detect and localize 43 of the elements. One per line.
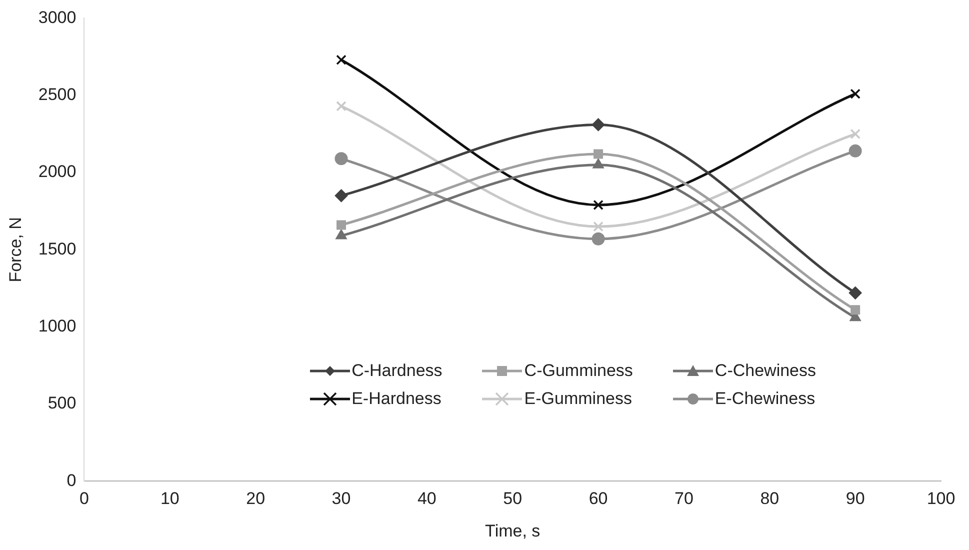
x-tick-label: 70 (674, 489, 694, 508)
y-tick-label: 2000 (38, 162, 76, 182)
x-tick-label: 10 (160, 489, 180, 508)
point (850, 88, 860, 99)
point (594, 149, 604, 159)
point (334, 189, 348, 202)
x-tick-label: 100 (926, 489, 956, 508)
point (336, 220, 346, 230)
point (848, 286, 862, 300)
point (850, 128, 860, 140)
x-tick-label: 60 (588, 489, 608, 508)
point (336, 101, 346, 112)
x-tick-label: 90 (846, 489, 865, 508)
point (593, 200, 604, 210)
legend-label: C-Gumminess (524, 360, 633, 381)
x-axis-title: Time, s (485, 521, 540, 540)
y-tick-label: 500 (48, 394, 76, 413)
y-tick-label: 3000 (38, 8, 76, 27)
legend-label: C-Chewiness (714, 360, 816, 381)
x-tick-label: 50 (503, 489, 522, 508)
point (336, 54, 346, 66)
x-tick-label: 30 (332, 489, 351, 508)
legend-label: E-Gumminess (524, 388, 632, 409)
x-tick-label: 0 (79, 489, 89, 508)
point (592, 158, 604, 168)
y-tick-label: 0 (66, 470, 76, 490)
y-tick-label: 2500 (38, 85, 76, 104)
point (592, 118, 605, 132)
point (848, 144, 862, 158)
point (336, 229, 347, 240)
x-tick-label: 20 (246, 489, 266, 508)
legend-label: E-Chewiness (714, 388, 816, 409)
y-axis-title: Force, N (6, 217, 25, 282)
legend-label: E-Hardness (352, 388, 442, 409)
point (850, 305, 860, 315)
point (593, 221, 604, 232)
legend-label: C-Hardness (352, 360, 442, 381)
y-tick-label: 1500 (38, 239, 76, 258)
y-tick-label: 1000 (38, 316, 76, 336)
x-tick-label: 80 (760, 489, 780, 508)
point (334, 152, 348, 166)
x-tick-label: 40 (417, 489, 436, 508)
point (592, 232, 605, 246)
